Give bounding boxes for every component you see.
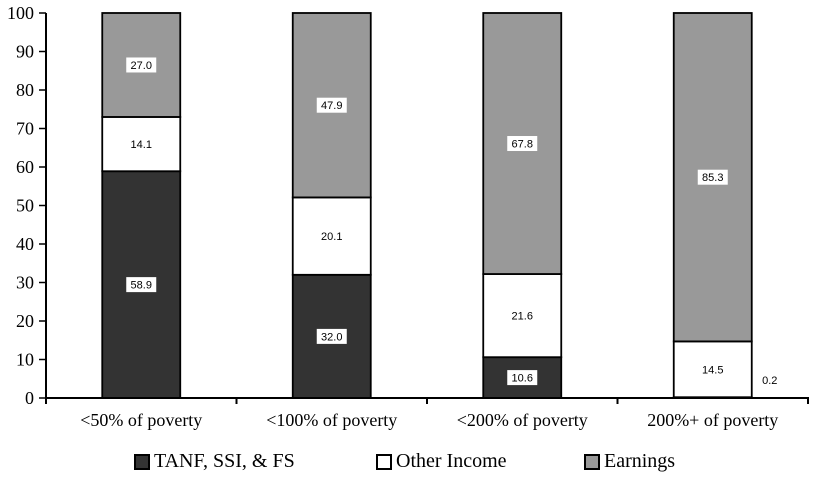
value-label-box (507, 370, 538, 386)
category-label: <50% of poverty (80, 410, 202, 430)
legend-marker-tanf-ssi-fs (134, 454, 150, 470)
value-label: 14.1 (131, 139, 152, 151)
value-label: 20.1 (321, 231, 342, 243)
legend-marker-other-income (376, 454, 392, 470)
legend-label-other-income: Other Income (396, 450, 507, 472)
y-axis-tick-label: 0 (25, 388, 34, 408)
legend-label-tanf-ssi-fs: TANF, SSI, & FS (154, 450, 295, 472)
value-label-box (316, 97, 347, 113)
value-label-box (507, 136, 538, 152)
y-axis-tick-label: 10 (16, 350, 34, 370)
value-label: 27.0 (131, 60, 152, 72)
category-label: <100% of poverty (266, 410, 397, 430)
value-label: 21.6 (512, 311, 533, 323)
value-label-box (126, 57, 157, 73)
y-axis-tick-label: 80 (16, 80, 34, 100)
y-axis-tick-label: 20 (16, 311, 34, 331)
value-label: 0.2 (762, 375, 777, 387)
value-label-box (316, 228, 347, 244)
legend-label-earnings: Earnings (604, 450, 675, 472)
y-axis-tick-label: 60 (16, 157, 34, 177)
value-label-box (697, 361, 728, 377)
y-axis-tick-label: 50 (16, 196, 34, 216)
legend-marker-earnings (584, 454, 600, 470)
y-axis-tick-label: 90 (16, 42, 34, 62)
value-label-box (126, 277, 157, 293)
value-label: 10.6 (512, 373, 533, 385)
y-axis-tick-label: 30 (16, 273, 34, 293)
y-axis-tick-label: 100 (7, 3, 34, 23)
category-label: 200%+ of poverty (647, 410, 778, 430)
value-label: 67.8 (512, 139, 533, 151)
value-label: 47.9 (321, 100, 342, 112)
value-label: 14.5 (702, 364, 723, 376)
value-label: 58.9 (131, 280, 152, 292)
value-label-box (316, 328, 347, 344)
y-axis-tick-label: 40 (16, 234, 34, 254)
category-label: <200% of poverty (457, 410, 588, 430)
value-label-box (507, 308, 538, 324)
value-label: 85.3 (702, 172, 723, 184)
value-label-box (126, 136, 157, 152)
value-label: 32.0 (321, 331, 342, 343)
y-axis-tick-label: 70 (16, 119, 34, 139)
value-label-box (697, 169, 728, 185)
